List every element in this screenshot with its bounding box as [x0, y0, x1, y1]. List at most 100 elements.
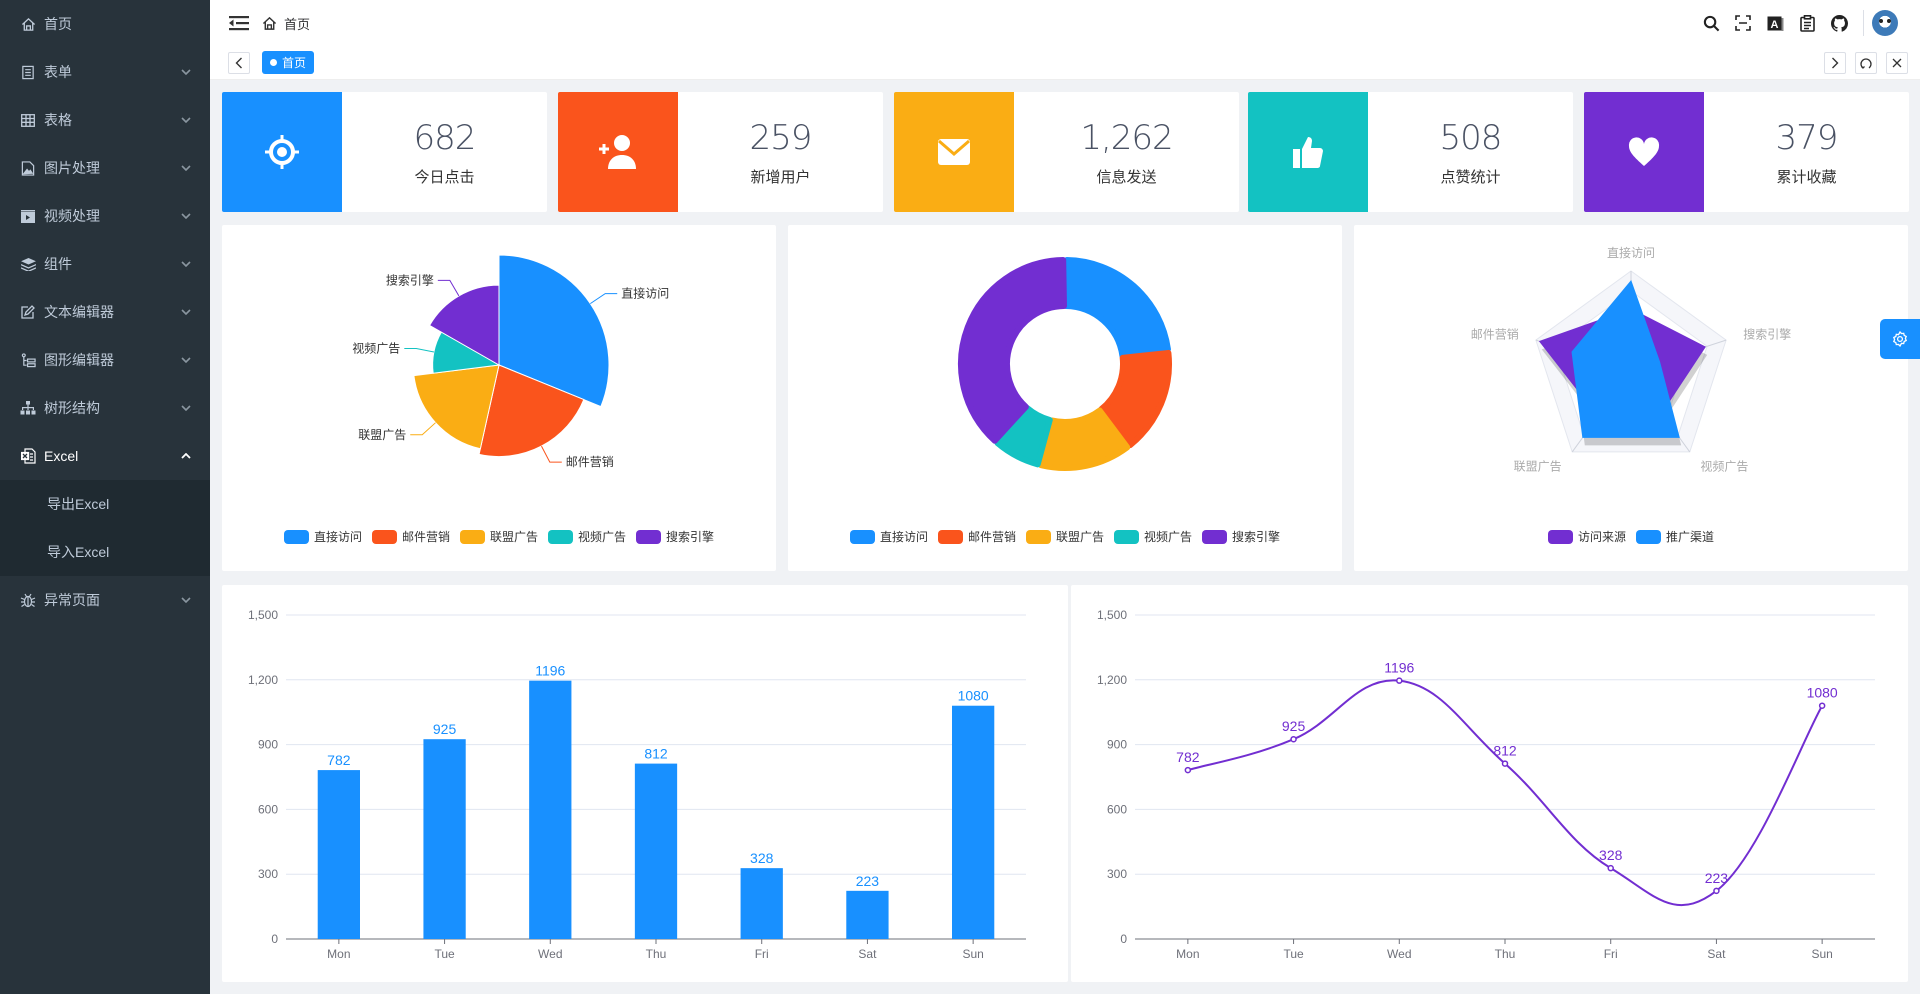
y-tick-label: 1,200: [248, 673, 278, 687]
refresh-icon: [1860, 58, 1872, 69]
top-navbar: 首页 A: [210, 0, 1920, 46]
sidebar-item-tree[interactable]: 树形结构: [0, 384, 210, 432]
legend-item[interactable]: 访问来源: [1547, 528, 1626, 545]
x-tick-label: Fri: [755, 947, 769, 961]
stat-body: 259 新增用户: [678, 92, 883, 212]
gear-icon: [1892, 331, 1908, 347]
line-value-label: 328: [1599, 847, 1623, 863]
stat-value: 379: [1775, 117, 1839, 158]
sidebar-item-text-editor[interactable]: 文本编辑器: [0, 288, 210, 336]
chevron-down-icon: [180, 66, 192, 78]
line-chart-panel: 0 300 600 900 1,200 1,500 Mon Tue Wed Thu Fri Sat Su…: [1071, 585, 1908, 982]
legend-item[interactable]: 直接访问: [283, 528, 362, 545]
clipboard-button[interactable]: [1791, 7, 1823, 39]
heart-icon: [1628, 137, 1660, 166]
sidebar-item-table[interactable]: 表格: [0, 96, 210, 144]
font-size-button[interactable]: A: [1759, 7, 1791, 39]
tags-scroll-right-button[interactable]: [1824, 52, 1846, 74]
legend-swatch: [283, 529, 309, 544]
y-tick-label: 600: [1107, 802, 1127, 816]
stat-card-messages[interactable]: 1,262 信息发送: [894, 92, 1239, 212]
legend-item[interactable]: 视频广告: [1114, 528, 1192, 545]
line-point: [1713, 887, 1720, 895]
settings-button[interactable]: [1880, 319, 1920, 359]
donut-slice: [958, 257, 1067, 444]
stat-card-clicks[interactable]: 682 今日点击: [222, 92, 547, 212]
y-tick-label: 900: [1107, 738, 1127, 752]
x-tick-label: Sat: [1707, 947, 1726, 961]
close-tags-button[interactable]: [1886, 52, 1908, 74]
add-user-icon: [599, 135, 636, 169]
thumbs-up-icon: [1293, 137, 1323, 168]
sidebar-item-home[interactable]: 首页: [0, 0, 210, 48]
bar-chart-panel: 0 300 600 900 1,200 1,500 Mon Tue Wed Thu Fri Sat Su…: [222, 585, 1068, 982]
stat-card-likes[interactable]: 508 点赞统计: [1248, 92, 1573, 212]
slice-label: 联盟广告: [358, 428, 406, 442]
donut-legend: 直接访问 邮件营销 联盟广告 视频广告 搜索引擎: [788, 528, 1342, 545]
stat-card-favorites[interactable]: 379 累计收藏: [1584, 92, 1909, 212]
bar-value-label: 812: [644, 746, 668, 762]
legend-label: 搜索引擎: [666, 530, 715, 544]
y-tick-label: 600: [258, 802, 278, 816]
x-tick-label: Fri: [1604, 947, 1618, 961]
legend-label: 搜索引擎: [1232, 530, 1281, 544]
legend-item[interactable]: 推广渠道: [1636, 528, 1714, 545]
stat-label: 信息发送: [1096, 168, 1157, 186]
collapse-sidebar-button[interactable]: [228, 12, 250, 34]
search-button[interactable]: [1695, 7, 1727, 39]
bar: [740, 868, 783, 939]
line-point: [1396, 677, 1403, 684]
stat-label: 累计收藏: [1776, 168, 1837, 186]
line-value-label: 782: [1176, 749, 1200, 765]
refresh-tag-button[interactable]: [1855, 52, 1877, 74]
line-point: [1607, 864, 1614, 872]
legend-swatch: [1547, 529, 1573, 544]
sidebar-item-label: 文本编辑器: [44, 304, 114, 320]
active-dot-icon: [270, 59, 277, 66]
sidebar-item-form[interactable]: 表单: [0, 48, 210, 96]
legend-swatch: [636, 529, 662, 544]
stat-icon-box: [1584, 92, 1704, 212]
sidebar-subitem-export-excel[interactable]: 导出Excel: [47, 496, 110, 512]
label-line: [404, 347, 435, 353]
legend-item[interactable]: 联盟广告: [459, 528, 538, 545]
sidebar-item-label: 组件: [44, 256, 72, 272]
bar-chart: 0 300 600 900 1,200 1,500 Mon Tue Wed Thu Fri Sat Su…: [248, 608, 1026, 961]
tag-home[interactable]: 首页: [262, 51, 315, 74]
stat-card-new-users[interactable]: 259 新增用户: [558, 92, 883, 212]
chevron-down-icon: [180, 258, 192, 270]
stat-label: 今日点击: [414, 168, 475, 186]
radar-indicator-label: 视频广告: [1700, 458, 1748, 473]
sidebar-item-error-pages[interactable]: 异常页面: [0, 576, 210, 624]
legend-item[interactable]: 邮件营销: [937, 528, 1016, 545]
x-tick-label: Sun: [1811, 947, 1832, 961]
sidebar-item-excel[interactable]: Excel: [0, 432, 210, 480]
sidebar-subitem-import-excel[interactable]: 导入Excel: [47, 544, 110, 560]
clipboard-icon: [1799, 14, 1815, 32]
github-button[interactable]: [1823, 7, 1855, 39]
user-avatar[interactable]: [1872, 10, 1898, 36]
x-tick-label: Sat: [858, 947, 877, 961]
legend-item[interactable]: 邮件营销: [371, 528, 450, 545]
bar: [529, 680, 572, 939]
sidebar-item-graph-editor[interactable]: 图形编辑器: [0, 336, 210, 384]
x-tick-label: Wed: [1387, 947, 1411, 961]
video-icon: [20, 208, 36, 224]
legend-swatch: [849, 529, 875, 544]
svg-text:A: A: [1770, 19, 1778, 31]
legend-item[interactable]: 搜索引擎: [1202, 528, 1280, 545]
breadcrumb[interactable]: 首页: [284, 16, 311, 32]
legend-item[interactable]: 视频广告: [548, 528, 626, 545]
legend-item[interactable]: 联盟广告: [1025, 528, 1104, 545]
tags-scroll-left-button[interactable]: [228, 51, 250, 74]
sidebar-item-video[interactable]: 视频处理: [0, 192, 210, 240]
sidebar-item-label: 图形编辑器: [44, 352, 114, 368]
legend-label: 访问来源: [1577, 530, 1626, 544]
layers-icon: [20, 256, 36, 272]
legend-item[interactable]: 直接访问: [849, 528, 928, 545]
sidebar-item-components[interactable]: 组件: [0, 240, 210, 288]
legend-item[interactable]: 搜索引擎: [636, 528, 714, 545]
fullscreen-button[interactable]: [1727, 7, 1759, 39]
sidebar-item-image[interactable]: 图片处理: [0, 144, 210, 192]
